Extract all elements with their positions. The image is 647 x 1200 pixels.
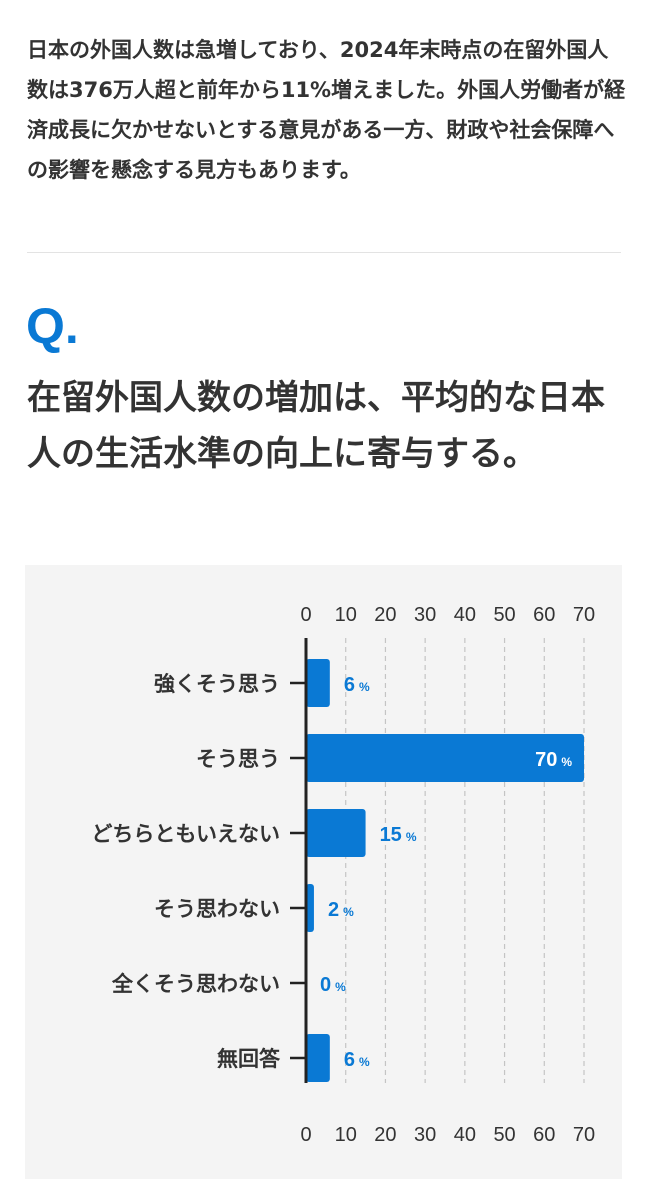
survey-bar-chart: 0 0 10 10 20 20 30 30 40 40 50 50 60 60 70 70 強くそう思う 6 % そう… (91, 604, 595, 1146)
value-label: 6% (344, 1049, 370, 1071)
tick-label-bottom: 70 (573, 1124, 595, 1146)
category-label: 強くそう思う (154, 672, 280, 696)
tick-label-top: 50 (493, 604, 515, 626)
bar (306, 1034, 330, 1082)
value-label: 2% (328, 899, 354, 921)
tick-label-top: 10 (335, 604, 357, 626)
question-mark: Q. (26, 298, 79, 354)
tick-label-top: 0 (300, 604, 311, 626)
category-label: どちらともいえない (91, 822, 280, 846)
chart-panel: 0 0 10 10 20 20 30 30 40 40 50 50 60 60 70 70 強くそう思う 6% そう… (25, 565, 622, 1179)
tick-label-bottom: 20 (374, 1124, 396, 1146)
value-label: 15% (380, 824, 417, 846)
tick-label-bottom: 0 (300, 1124, 311, 1146)
category-label: 全くそう思わない (111, 972, 280, 996)
tick-label-bottom: 10 (335, 1124, 357, 1146)
bar (306, 809, 366, 857)
tick-label-top: 40 (454, 604, 476, 626)
tick-label-bottom: 50 (493, 1124, 515, 1146)
category-label: そう思わない (154, 897, 280, 921)
value-label: 0% (320, 974, 346, 996)
tick-label-top: 60 (533, 604, 555, 626)
value-label: 70% (535, 749, 572, 771)
tick-label-top: 30 (414, 604, 436, 626)
tick-label-top: 20 (374, 604, 396, 626)
value-label: 6% (344, 674, 370, 696)
tick-label-bottom: 30 (414, 1124, 436, 1146)
bar (306, 734, 584, 782)
bar (306, 884, 314, 932)
category-label: 無回答 (217, 1047, 281, 1071)
tick-label-bottom: 40 (454, 1124, 476, 1146)
tick-label-bottom: 60 (533, 1124, 555, 1146)
section-divider (27, 252, 621, 253)
question-text: 在留外国人数の増加は、平均的な日本人の生活水準の向上に寄与する。 (27, 378, 605, 474)
intro-paragraph: 日本の外国人数は急増しており、2024年末時点の在留外国人数は376万人超と前年… (27, 38, 626, 182)
tick-label-top: 70 (573, 604, 595, 626)
bar (306, 659, 330, 707)
category-label: そう思う (196, 747, 280, 771)
